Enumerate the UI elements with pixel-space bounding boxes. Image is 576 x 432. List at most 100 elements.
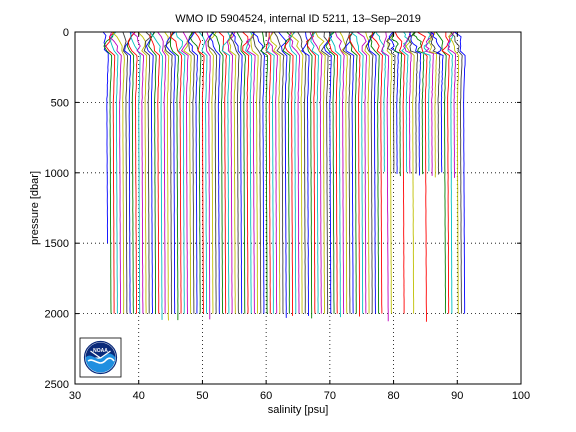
y-tick-label: 2500 — [45, 379, 69, 391]
profile-line — [290, 32, 304, 314]
profile-line — [329, 32, 342, 318]
profile-line — [211, 32, 224, 314]
profile-line — [320, 32, 329, 314]
profile-line — [342, 32, 352, 314]
profile-line — [194, 32, 205, 314]
profile-line — [260, 32, 269, 314]
chart-title: WMO ID 5904524, internal ID 5211, 13–Sep… — [175, 13, 421, 25]
profile-line — [165, 32, 176, 314]
profile-line — [229, 32, 240, 314]
profile-line — [148, 32, 157, 314]
y-tick-label: 1000 — [45, 168, 69, 180]
profile-line — [394, 32, 406, 314]
y-tick-label: 1500 — [45, 238, 69, 250]
profile-line — [325, 32, 336, 314]
profile-line — [137, 32, 148, 314]
profile-line — [315, 32, 326, 314]
profile-line — [380, 32, 390, 322]
profile-line — [143, 32, 152, 314]
profile-line — [157, 32, 167, 314]
profile-line — [375, 32, 386, 172]
profile-line — [323, 32, 333, 314]
profile-line — [454, 32, 466, 314]
profile-line — [278, 32, 288, 318]
profile-line — [446, 32, 457, 178]
profile-line — [447, 32, 454, 314]
profile-line — [350, 32, 364, 314]
x-tick-label: 80 — [387, 390, 399, 402]
profile-line — [327, 32, 338, 314]
profile-line — [265, 32, 272, 314]
profile-line — [450, 32, 463, 314]
profile-line — [124, 32, 132, 314]
profile-line — [228, 32, 237, 314]
profile-line — [417, 32, 428, 322]
profile-line — [356, 32, 368, 314]
profile-line — [424, 32, 437, 176]
profile-line — [386, 32, 396, 173]
profile-line — [391, 32, 403, 177]
y-axis-ticks: 0 500 1000 1500 2000 2500 — [45, 27, 521, 391]
profile-line — [288, 32, 301, 314]
y-tick-label: 2000 — [45, 309, 69, 321]
profile-line — [269, 32, 281, 314]
profile-line — [122, 32, 128, 314]
profile-line — [405, 32, 417, 314]
profile-line — [297, 32, 307, 314]
x-tick-label: 40 — [133, 390, 145, 402]
profile-line — [306, 32, 316, 314]
profile-line — [146, 32, 155, 314]
profile-line — [421, 32, 432, 172]
profile-line — [265, 32, 275, 314]
plot-frame — [74, 31, 522, 385]
profile-line — [149, 32, 163, 320]
y-tick-label: 500 — [51, 97, 69, 109]
profile-line — [189, 32, 202, 314]
profile-line — [131, 32, 144, 314]
x-axis-title: salinity [psu] — [268, 404, 329, 416]
x-tick-label: 60 — [260, 390, 272, 402]
profile-line — [367, 32, 377, 314]
profile-line — [236, 32, 246, 314]
profile-line — [149, 32, 161, 314]
profile-line — [110, 32, 119, 314]
profile-line — [267, 32, 278, 314]
profile-line — [339, 32, 348, 314]
profile-line — [175, 32, 186, 314]
profile-line — [126, 32, 136, 314]
profile-line — [408, 32, 418, 174]
profile-line — [245, 32, 254, 314]
profile-line — [252, 32, 262, 314]
profile-line — [188, 32, 195, 314]
profile-line — [409, 32, 422, 176]
profile-line — [169, 32, 179, 321]
profile-line — [386, 32, 395, 314]
profile-line — [435, 32, 447, 314]
profile-line — [429, 32, 441, 175]
profile-line — [284, 32, 295, 316]
x-tick-label: 30 — [69, 390, 81, 402]
x-tick-label: 70 — [324, 390, 336, 402]
profile-line — [130, 32, 141, 314]
profile-line — [348, 32, 361, 317]
profile-line — [251, 32, 265, 314]
profile-line — [183, 32, 193, 314]
profile-line — [105, 32, 116, 314]
profile-lines — [102, 32, 466, 322]
profile-line — [306, 32, 314, 319]
profile-line — [205, 32, 211, 320]
x-tick-label: 90 — [451, 390, 463, 402]
profile-line — [349, 32, 358, 314]
profile-line — [226, 32, 236, 314]
profile-line — [282, 32, 293, 314]
profile-line — [448, 32, 460, 314]
profile-line — [441, 32, 450, 314]
profile-line — [369, 32, 380, 314]
profile-line — [246, 32, 256, 314]
profile-line — [273, 32, 285, 314]
profile-line — [218, 32, 227, 314]
profile-line — [371, 32, 383, 314]
profile-line — [388, 32, 399, 174]
noaa-logo: NOAA — [79, 337, 122, 378]
